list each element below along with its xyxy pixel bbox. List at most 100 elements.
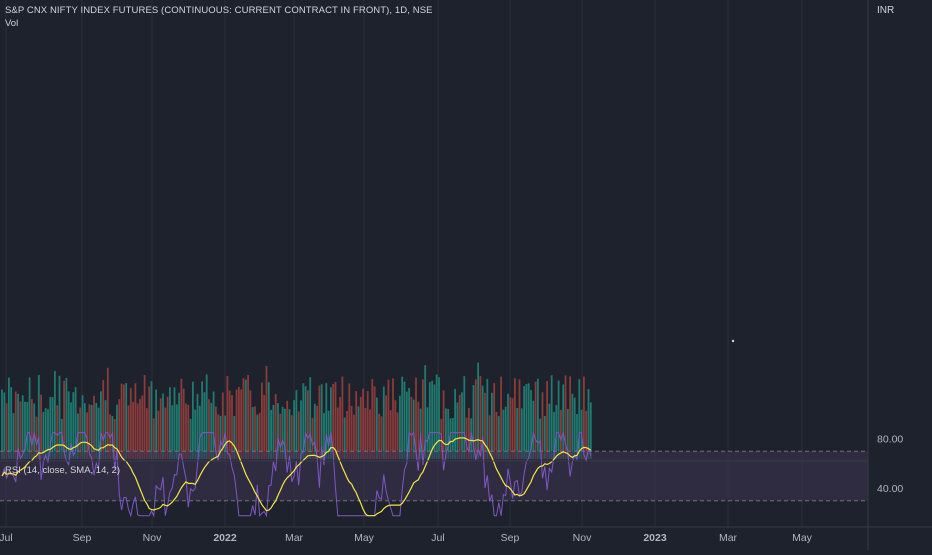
- volume-bar: [132, 401, 134, 459]
- volume-bar: [155, 389, 157, 459]
- volume-bar: [451, 418, 454, 459]
- time-tick: 2022: [213, 532, 237, 544]
- volume-bar: [530, 390, 532, 459]
- volume-bar: [263, 394, 266, 459]
- volume-bar: [364, 407, 367, 459]
- volume-bar: [182, 388, 185, 459]
- volume-bar: [205, 374, 208, 459]
- volume-bar: [309, 377, 312, 459]
- volume-bar: [198, 405, 201, 459]
- volume-bar: [332, 383, 335, 459]
- volume-bar: [573, 397, 576, 459]
- volume-bar: [258, 412, 261, 459]
- volume-bar: [242, 378, 245, 459]
- volume-bar: [557, 380, 560, 459]
- volume-bar: [442, 390, 445, 459]
- volume-bar: [302, 383, 305, 459]
- volume-bar: [380, 416, 383, 459]
- volume-bar: [525, 384, 528, 459]
- volume-bar: [270, 409, 272, 459]
- volume-bar: [417, 401, 420, 459]
- volume-bar: [415, 377, 417, 459]
- volume-bar: [21, 395, 24, 459]
- volume-bar: [523, 386, 525, 459]
- volume-bar: [357, 406, 360, 459]
- volume-bar: [447, 409, 450, 459]
- volume-bar: [79, 407, 82, 459]
- volume-bar: [560, 409, 562, 459]
- volume-bar: [217, 414, 220, 459]
- volume-bar: [343, 417, 346, 459]
- time-tick: Jul: [0, 532, 13, 544]
- volume-legend: Vol: [5, 18, 19, 29]
- volume-bar: [219, 415, 222, 459]
- time-tick: Sep: [73, 532, 92, 544]
- rsi-tick: 40.00: [877, 483, 903, 495]
- volume-bar: [320, 384, 323, 459]
- volume-bar: [37, 375, 40, 459]
- time-tick: May: [354, 532, 375, 544]
- volume-bar: [481, 385, 484, 459]
- volume-bar: [265, 366, 268, 459]
- volume-bar: [293, 400, 295, 459]
- time-tick: Nov: [573, 532, 592, 544]
- volume-bar: [141, 395, 144, 459]
- time-tick: Nov: [143, 532, 162, 544]
- volume-bar: [238, 386, 240, 459]
- volume-bar: [541, 392, 544, 459]
- volume-bar: [316, 405, 318, 459]
- volume-bar: [412, 399, 415, 459]
- volume-bar: [26, 402, 29, 459]
- volume-bar: [185, 403, 187, 459]
- volume-bar: [256, 414, 259, 459]
- volume-bar: [83, 403, 86, 459]
- volume-bar: [196, 393, 199, 459]
- volume-bar: [102, 380, 105, 459]
- volume-bar: [10, 387, 13, 459]
- volume-bar: [187, 404, 190, 459]
- volume-bar: [507, 393, 509, 459]
- volume-bar: [362, 388, 364, 459]
- volume-bar: [118, 399, 121, 459]
- stray-dot: [731, 339, 735, 343]
- volume-bar: [279, 413, 282, 459]
- volume-bar: [576, 414, 578, 459]
- volume-bar: [399, 395, 401, 459]
- volume-bar: [12, 413, 15, 459]
- volume-bar: [346, 411, 348, 459]
- volume-bar: [159, 398, 162, 459]
- volume-bar: [88, 404, 91, 459]
- volume-bar: [389, 410, 392, 459]
- volume-bar: [189, 418, 192, 459]
- volume-bar: [267, 382, 270, 459]
- volume-bar: [405, 391, 408, 459]
- volume-bar: [42, 411, 45, 459]
- volume-bar: [58, 375, 61, 459]
- volume-bar: [74, 387, 77, 459]
- currency-label: INR: [877, 5, 895, 16]
- volume-bar: [493, 382, 496, 459]
- rsi-pane: 80.00 40.00: [0, 430, 903, 518]
- volume-bar: [387, 379, 390, 459]
- volume-bar: [33, 403, 36, 459]
- volume-bar: [520, 408, 523, 459]
- volume-bar: [583, 376, 585, 459]
- volume-bar: [169, 387, 171, 459]
- volume-bar: [49, 396, 52, 459]
- volume-bar: [95, 402, 98, 459]
- volume-bar: [180, 378, 183, 459]
- volume-bar: [201, 381, 203, 459]
- time-tick: Sep: [501, 532, 520, 544]
- time-tick: 2023: [643, 532, 667, 544]
- volume-bar: [166, 396, 169, 459]
- volume-bar: [93, 395, 95, 459]
- time-tick: Mar: [719, 532, 738, 544]
- volume-bar: [401, 376, 404, 459]
- volume-bar: [461, 392, 463, 459]
- volume-bar: [564, 375, 567, 459]
- volume-bar: [518, 379, 521, 459]
- volume-bar: [286, 400, 289, 459]
